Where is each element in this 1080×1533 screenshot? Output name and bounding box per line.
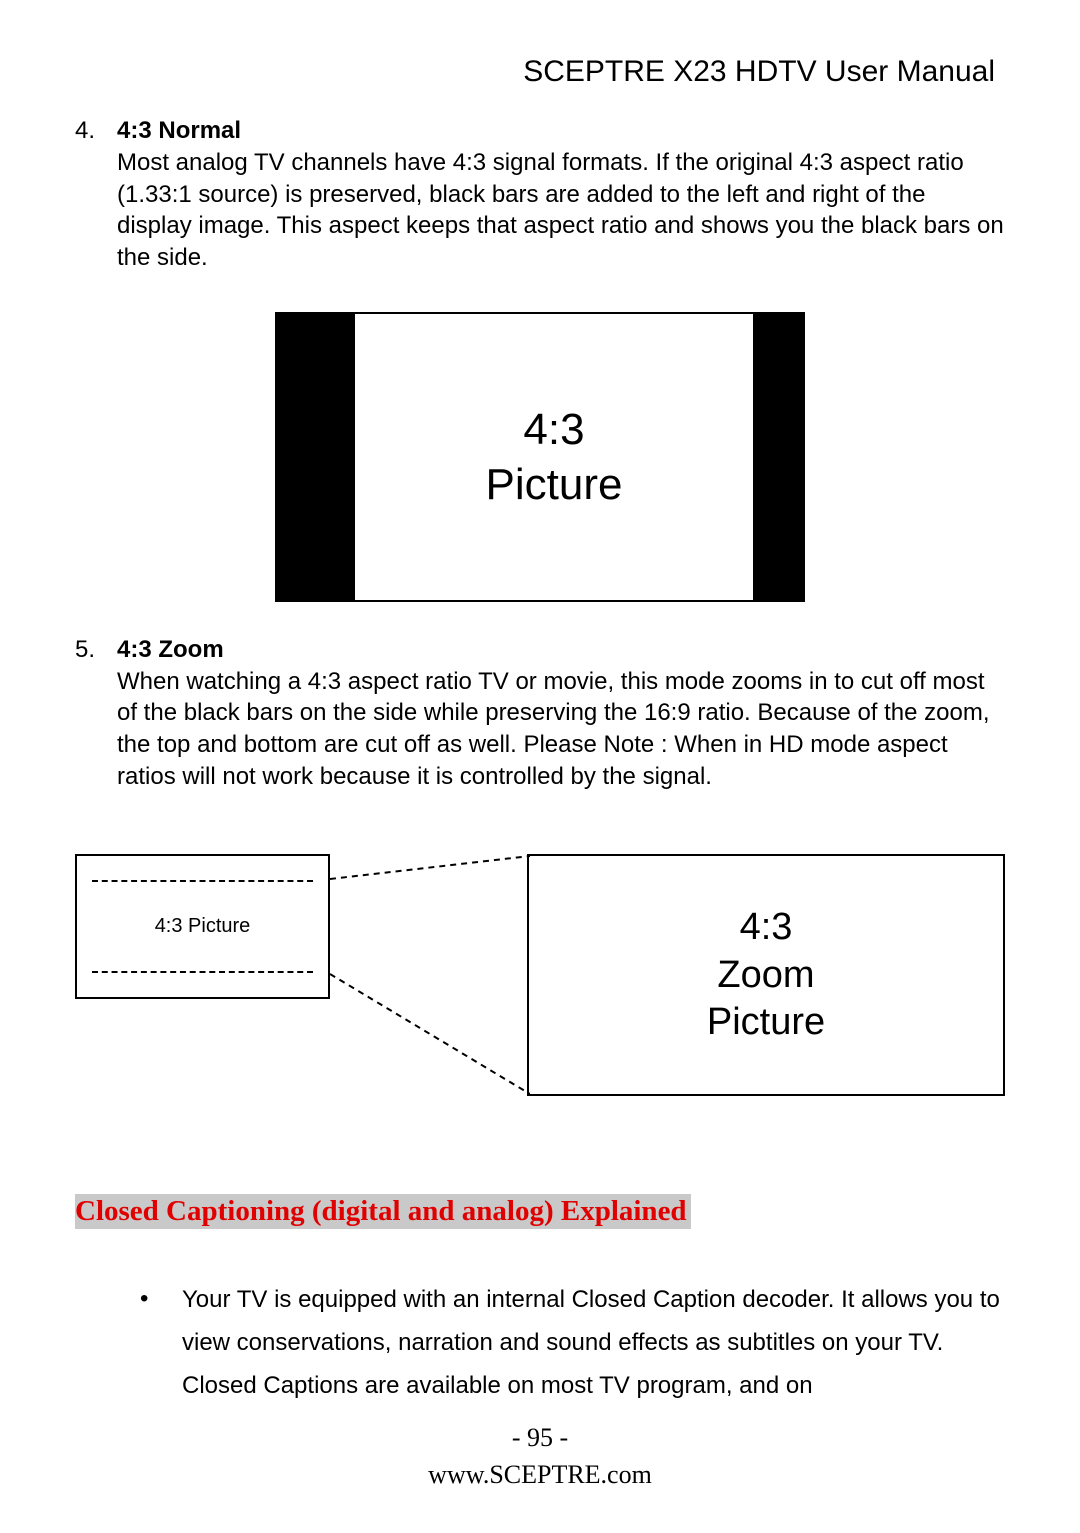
diagram-43-label: 4:3 Picture	[355, 314, 753, 600]
black-bar-left	[277, 314, 355, 600]
page-number: - 95 -	[0, 1420, 1080, 1456]
footer-url: www.SCEPTRE.com	[0, 1457, 1080, 1493]
dashed-crop-top	[92, 880, 313, 882]
diagram-43-normal: 4:3 Picture	[275, 312, 805, 602]
list-number: 5.	[75, 636, 117, 793]
dashed-crop-bottom	[92, 971, 313, 973]
list-item-4: 4. 4:3 Normal Most analog TV channels ha…	[75, 117, 1005, 274]
item-title: 4:3 Zoom	[117, 636, 224, 663]
bullet-marker: •	[140, 1279, 182, 1407]
section-heading-closed-captioning: Closed Captioning (digital and analog) E…	[75, 1194, 691, 1229]
list-number: 4.	[75, 117, 117, 274]
zoom-result-line3: Picture	[707, 999, 825, 1047]
diagram-43-line1: 4:3	[523, 402, 584, 457]
black-bar-right	[753, 314, 803, 600]
list-content: 4:3 Normal Most analog TV channels have …	[117, 117, 1005, 274]
zoom-result-line1: 4:3	[740, 904, 793, 952]
bullet-item: • Your TV is equipped with an internal C…	[75, 1279, 1005, 1407]
zoom-source-label: 4:3 Picture	[155, 915, 251, 938]
item-body: When watching a 4:3 aspect ratio TV or m…	[117, 666, 1005, 793]
bullet-text: Your TV is equipped with an internal Clo…	[182, 1279, 1005, 1407]
diagram-43-line2: Picture	[486, 457, 623, 512]
zoom-result-box: 4:3 Zoom Picture	[527, 854, 1005, 1096]
list-content: 4:3 Zoom When watching a 4:3 aspect rati…	[117, 636, 1005, 793]
item-body: Most analog TV channels have 4:3 signal …	[117, 147, 1005, 274]
item-title: 4:3 Normal	[117, 117, 241, 144]
zoom-connector-lines	[330, 854, 530, 1099]
page-header-title: SCEPTRE X23 HDTV User Manual	[75, 55, 1005, 89]
zoom-source-box: 4:3 Picture	[75, 854, 330, 999]
diagram-43-zoom: 4:3 Picture 4:3 Zoom Picture	[75, 854, 1005, 1099]
list-item-5: 5. 4:3 Zoom When watching a 4:3 aspect r…	[75, 636, 1005, 793]
page-footer: - 95 - www.SCEPTRE.com	[0, 1420, 1080, 1493]
zoom-result-line2: Zoom	[717, 952, 814, 1000]
